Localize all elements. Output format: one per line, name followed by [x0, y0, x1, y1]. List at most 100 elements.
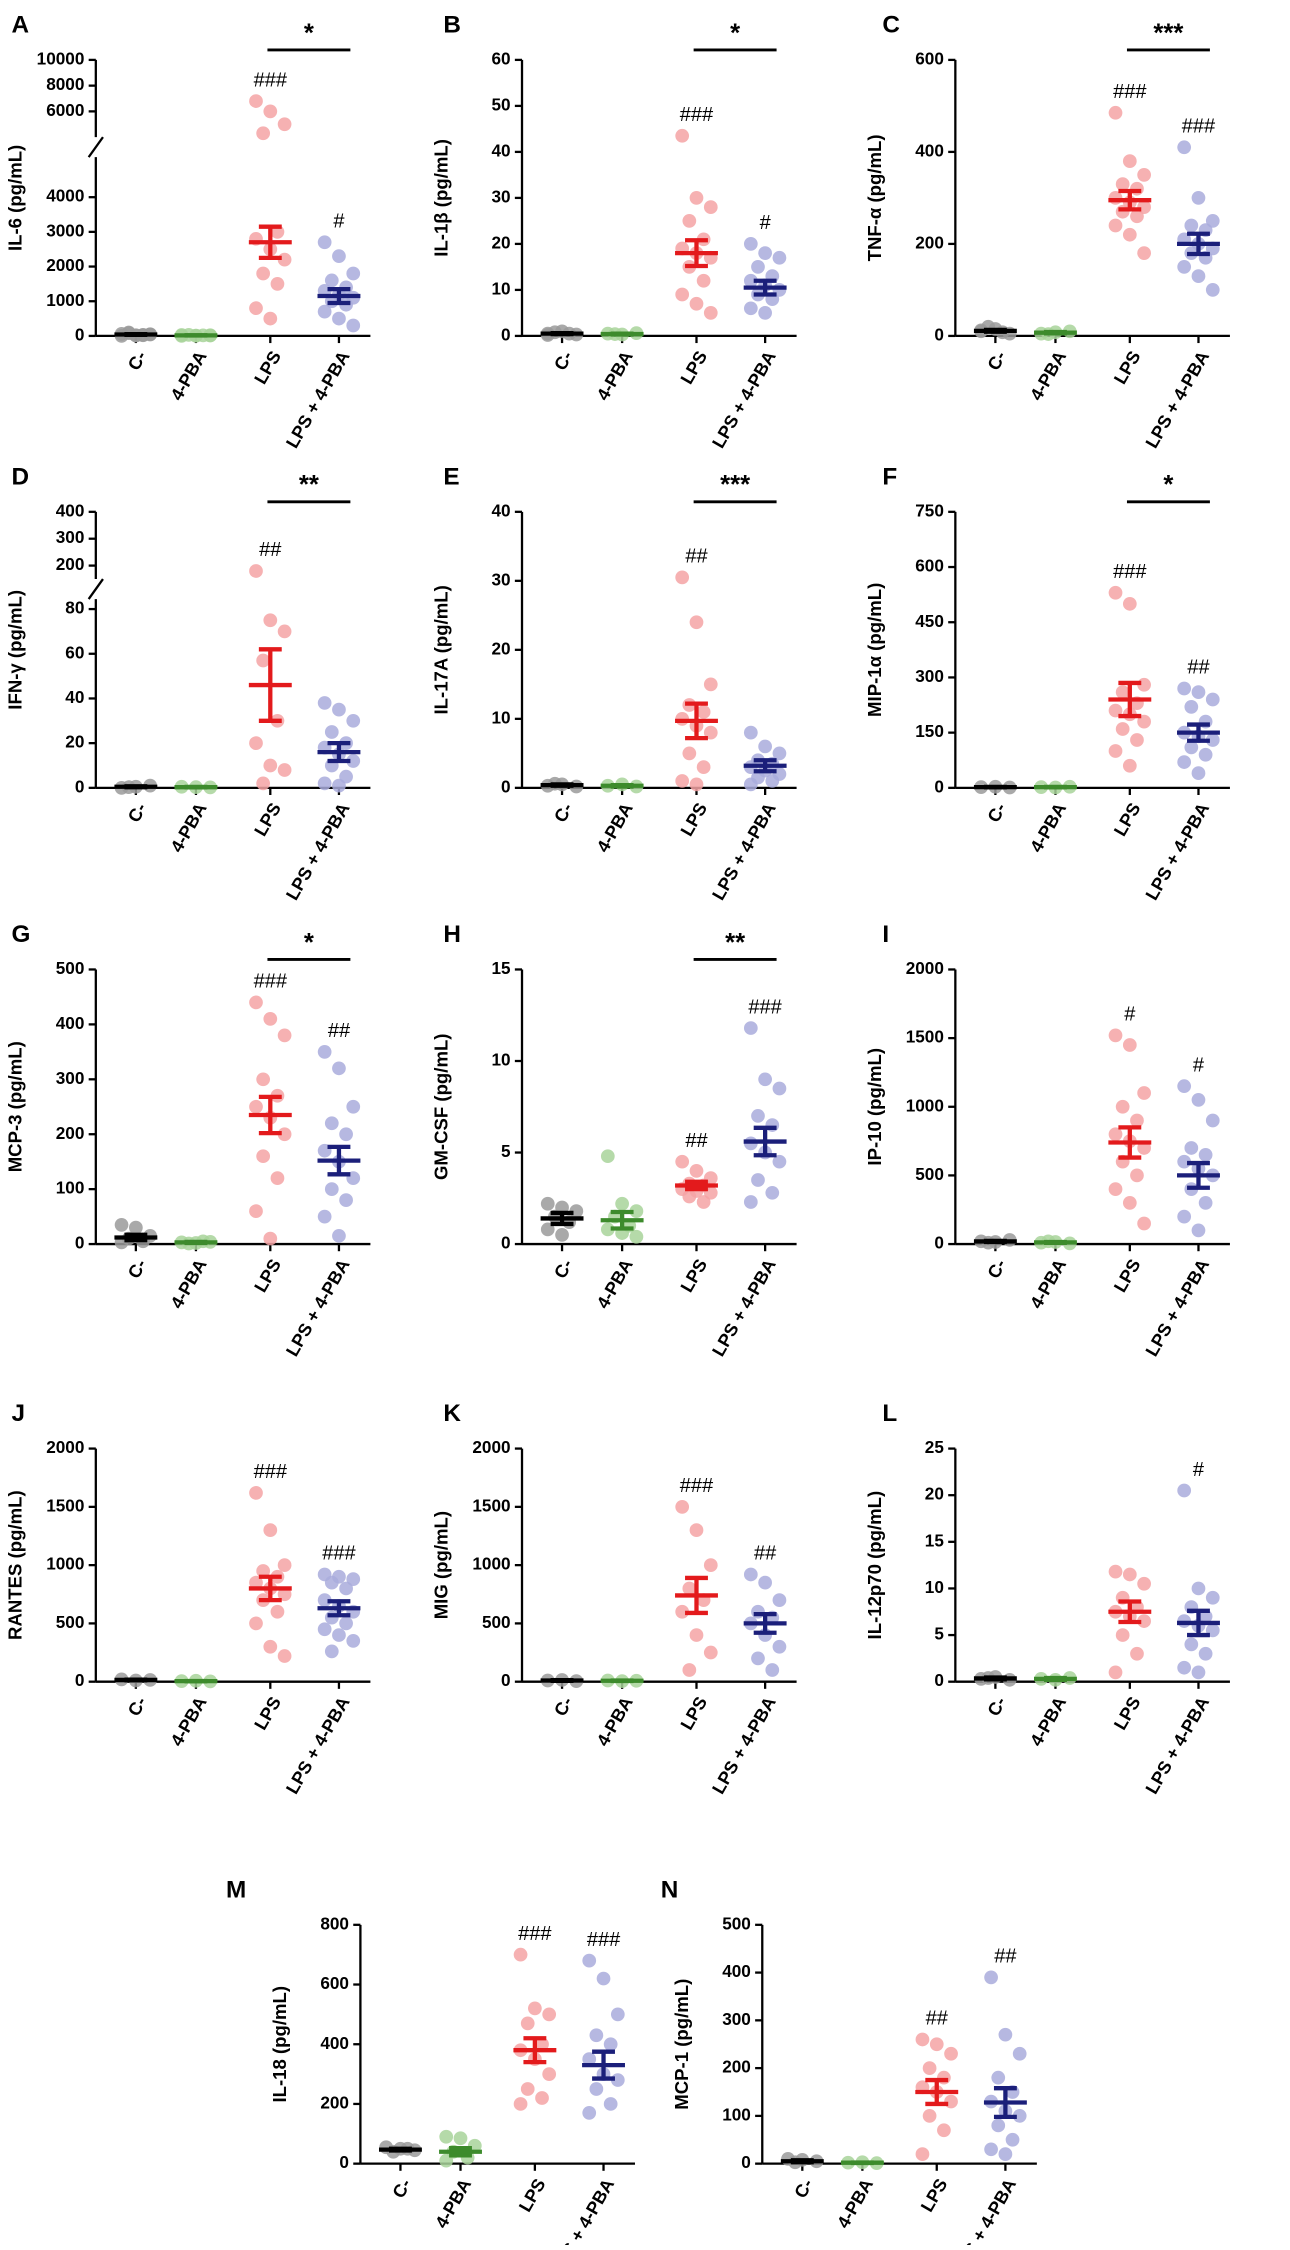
data-point — [1184, 1141, 1199, 1155]
y-tick-label: 1500 — [906, 1027, 944, 1047]
y-tick-label: 0 — [75, 324, 85, 344]
data-point — [1122, 227, 1137, 242]
group-annotation: ## — [1187, 657, 1210, 679]
x-tick-label: 4-PBA — [1026, 347, 1070, 403]
panel-letter: L — [882, 1400, 897, 1427]
data-point — [675, 287, 690, 302]
data-point — [317, 1593, 332, 1607]
data-point — [332, 778, 346, 793]
data-point — [1191, 1665, 1206, 1680]
x-tick-label: LPS + 4-PBA — [282, 799, 354, 903]
y-axis-label: IL-12p70 (pg/mL) — [864, 1491, 885, 1640]
x-tick-label: LPS + 4-PBA — [1142, 1256, 1214, 1360]
data-point — [1191, 766, 1206, 780]
y-tick-label: 0 — [501, 1670, 511, 1690]
y-tick-label: 100 — [56, 1178, 85, 1198]
panel: M IL-18 (pg/mL) 0 200 400 600 800 C- 4-PBA LPSLPS… — [226, 1876, 635, 2250]
x-tick-label: 4-PBA — [833, 2175, 877, 2231]
group-annotation: ## — [754, 1543, 777, 1565]
data-point — [1177, 1660, 1192, 1675]
data-point — [689, 615, 704, 630]
data-point — [689, 1628, 704, 1642]
data-point — [249, 1486, 263, 1500]
significance-label: * — [1163, 471, 1173, 499]
data-point — [542, 2067, 557, 2081]
data-point — [256, 266, 271, 281]
data-point — [696, 273, 711, 288]
y-tick-label: 20 — [491, 232, 510, 252]
data-point — [263, 311, 278, 326]
panel-letter: M — [226, 1876, 246, 1903]
x-tick-label: C- — [550, 1693, 577, 1719]
y-tick-label: 750 — [915, 500, 944, 520]
data-point — [263, 1012, 278, 1026]
data-point — [703, 200, 718, 214]
data-point — [682, 1189, 697, 1204]
y-tick-label: 500 — [56, 1612, 85, 1632]
data-point — [751, 260, 765, 274]
data-point — [249, 1204, 263, 1218]
data-point — [439, 2129, 454, 2144]
y-tick-label: 40 — [65, 687, 84, 707]
x-tick-label: LPS — [1110, 347, 1145, 387]
y-tick-label: 0 — [75, 1233, 85, 1253]
y-tick-label: 500 — [722, 1913, 751, 1933]
y-tick-label: 300 — [915, 666, 944, 686]
y-axis-label: MCP-1 (pg/mL) — [671, 1979, 692, 2110]
x-tick-label: C- — [550, 799, 577, 825]
data-point — [1108, 1665, 1123, 1680]
y-tick-label: 200 — [56, 554, 85, 574]
data-point — [915, 2032, 930, 2047]
y-tick-label: 8000 — [46, 74, 84, 94]
group-annotation: ### — [254, 69, 288, 91]
data-point — [114, 1217, 129, 1232]
data-point — [277, 1028, 292, 1043]
data-point — [703, 677, 718, 692]
data-point — [675, 1604, 690, 1619]
data-point — [1191, 685, 1206, 700]
data-point — [317, 304, 332, 319]
y-tick-label: 30 — [491, 569, 510, 589]
y-tick-label: 200 — [722, 2057, 751, 2077]
data-point — [703, 1645, 718, 1660]
data-point — [339, 1581, 353, 1596]
data-point — [682, 1663, 697, 1677]
significance-label: ** — [725, 929, 745, 957]
data-point — [675, 570, 690, 585]
data-point — [1184, 218, 1199, 233]
data-point — [256, 126, 271, 141]
panel-letter: G — [11, 921, 30, 948]
data-point — [998, 2147, 1013, 2161]
data-point — [339, 1193, 353, 1207]
significance-label: *** — [1153, 19, 1183, 47]
y-tick-label: 100 — [722, 2104, 751, 2124]
y-tick-label: 400 — [915, 140, 944, 160]
data-point — [1012, 2046, 1027, 2061]
data-point — [535, 2091, 549, 2105]
data-point — [1205, 1590, 1220, 1605]
group-annotation: ## — [926, 2008, 949, 2030]
y-tick-label: 60 — [65, 642, 84, 662]
data-point — [324, 273, 339, 288]
x-tick-label: LPS + 4-PBA — [1142, 347, 1214, 451]
x-tick-label: C- — [983, 799, 1010, 825]
group-annotation: ### — [518, 1923, 552, 1945]
data-point — [689, 296, 704, 311]
data-point — [1122, 1196, 1137, 1210]
y-axis-label: MCP-3 (pg/mL) — [4, 1041, 25, 1172]
data-point — [1115, 177, 1130, 191]
data-point — [277, 1558, 292, 1572]
data-point — [1115, 1099, 1130, 1114]
data-point — [1115, 685, 1130, 700]
data-point — [758, 739, 772, 754]
x-tick-label: 4-PBA — [167, 347, 211, 403]
x-tick-label: LPS + 4-PBA — [282, 1693, 354, 1797]
data-point — [528, 2001, 542, 2016]
data-point — [944, 2094, 958, 2109]
y-tick-label: 15 — [491, 958, 511, 978]
y-tick-label: 200 — [56, 1123, 85, 1143]
y-axis-label: TNF-α (pg/mL) — [864, 134, 885, 261]
y-tick-label: 5 — [934, 1624, 944, 1644]
